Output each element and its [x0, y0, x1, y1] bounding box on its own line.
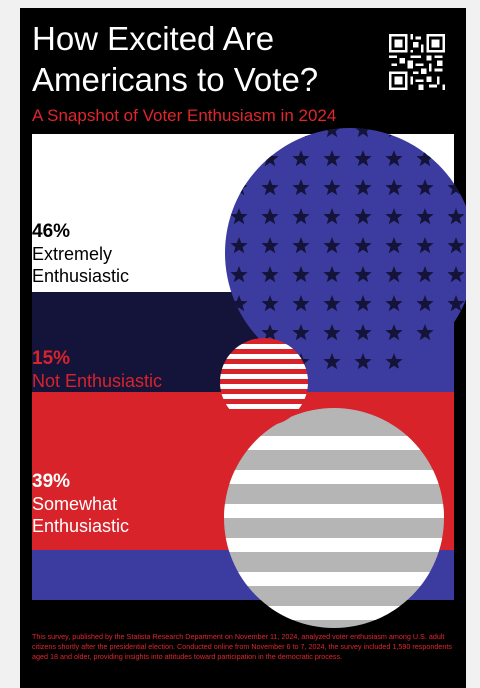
star-icon [323, 179, 341, 196]
gray-circle-stripe [220, 674, 450, 688]
star-icon [416, 150, 434, 167]
star-icon [323, 353, 341, 370]
star-icon [261, 208, 279, 225]
red-circle-stripe [220, 404, 308, 409]
star-icon [416, 295, 434, 312]
star-icon [354, 237, 372, 254]
star-icon [385, 179, 403, 196]
star-icon [385, 353, 403, 370]
star-icon [447, 208, 465, 225]
star-icon [292, 266, 310, 283]
value-label-46: 46% [32, 221, 71, 242]
red-circle-stripe [220, 374, 308, 379]
category-label-extremely: Extremely [32, 244, 113, 264]
star-icon [447, 295, 465, 312]
value-label-39: 39% [32, 471, 71, 492]
red-circle-stripe [220, 364, 308, 369]
star-icon [261, 237, 279, 254]
gray-circle-stripe [224, 606, 444, 620]
star-icon [416, 324, 434, 341]
gray-circle-stripe [224, 504, 444, 518]
red-circle-stripe [220, 394, 308, 399]
star-icon [230, 237, 248, 254]
source-footnote: This survey, published by the Statista R… [32, 632, 452, 661]
star-icon [354, 353, 372, 370]
extremely-enthusiastic-circle [225, 128, 466, 378]
star-icon [261, 324, 279, 341]
star-icon [416, 237, 434, 254]
red-circle-stripe [220, 354, 308, 359]
star-icon [385, 266, 403, 283]
star-icon [261, 266, 279, 283]
star-icon [292, 179, 310, 196]
star-icon [292, 324, 310, 341]
star-icon [323, 295, 341, 312]
star-icon [261, 295, 279, 312]
label-extremely-enthusiastic: 46% Extremely Enthusiastic [32, 221, 129, 287]
star-icon [323, 266, 341, 283]
chart-graphic [32, 128, 466, 688]
category-label-not-enthusiastic: Not Enthusiastic [32, 371, 163, 391]
star-icon [230, 266, 248, 283]
star-icon [292, 237, 310, 254]
star-icon [416, 208, 434, 225]
star-icon [385, 237, 403, 254]
star-icon [323, 324, 341, 341]
category-label-enthusiastic-1: Enthusiastic [32, 266, 130, 286]
title-line-2: Americans to Vote? [32, 61, 319, 98]
star-icon [323, 150, 341, 167]
infographic-poster: How Excited Are Americans to Vote? A Sna… [20, 8, 466, 688]
star-icon [385, 324, 403, 341]
gray-circle-stripe [224, 572, 444, 586]
chart-subtitle: A Snapshot of Voter Enthusiasm in 2024 [32, 106, 337, 125]
star-icon [323, 237, 341, 254]
label-somewhat-enthusiastic: 39% Somewhat Enthusiastic [32, 471, 129, 537]
star-icon [292, 150, 310, 167]
red-circle-stripe [220, 344, 308, 349]
star-icon [230, 208, 248, 225]
gray-circle-stripe [224, 538, 444, 552]
star-icon [354, 128, 372, 138]
chart-title: How Excited Are Americans to Vote? [32, 18, 372, 100]
star-icon [447, 237, 465, 254]
star-icon [385, 150, 403, 167]
value-label-15: 15% [32, 348, 71, 369]
star-icon [447, 266, 465, 283]
star-icon [416, 179, 434, 196]
star-icon [385, 208, 403, 225]
red-circle-stripe [220, 384, 308, 389]
qr-code-icon [389, 34, 445, 90]
star-icon [230, 295, 248, 312]
title-line-1: How Excited Are [32, 20, 275, 57]
star-icon [416, 266, 434, 283]
star-icon [354, 208, 372, 225]
somewhat-enthusiastic-circle [220, 408, 450, 688]
category-label-enthusiastic-2: Enthusiastic [32, 516, 130, 536]
star-icon [354, 266, 372, 283]
red-circle-fill [220, 338, 308, 426]
not-enthusiastic-circle [220, 338, 308, 426]
label-not-enthusiastic: 15% Not Enthusiastic [32, 348, 162, 392]
gray-circle-stripe [224, 470, 444, 484]
star-icon [354, 295, 372, 312]
star-icon [354, 150, 372, 167]
star-icon [292, 208, 310, 225]
gray-circle-stripe [224, 436, 444, 450]
star-icon [447, 179, 465, 196]
star-icon [261, 179, 279, 196]
star-icon [292, 295, 310, 312]
category-label-somewhat: Somewhat [32, 494, 118, 514]
star-icon [354, 324, 372, 341]
star-icon [261, 150, 279, 167]
star-icon [323, 208, 341, 225]
star-icon [354, 179, 372, 196]
star-icon [385, 295, 403, 312]
